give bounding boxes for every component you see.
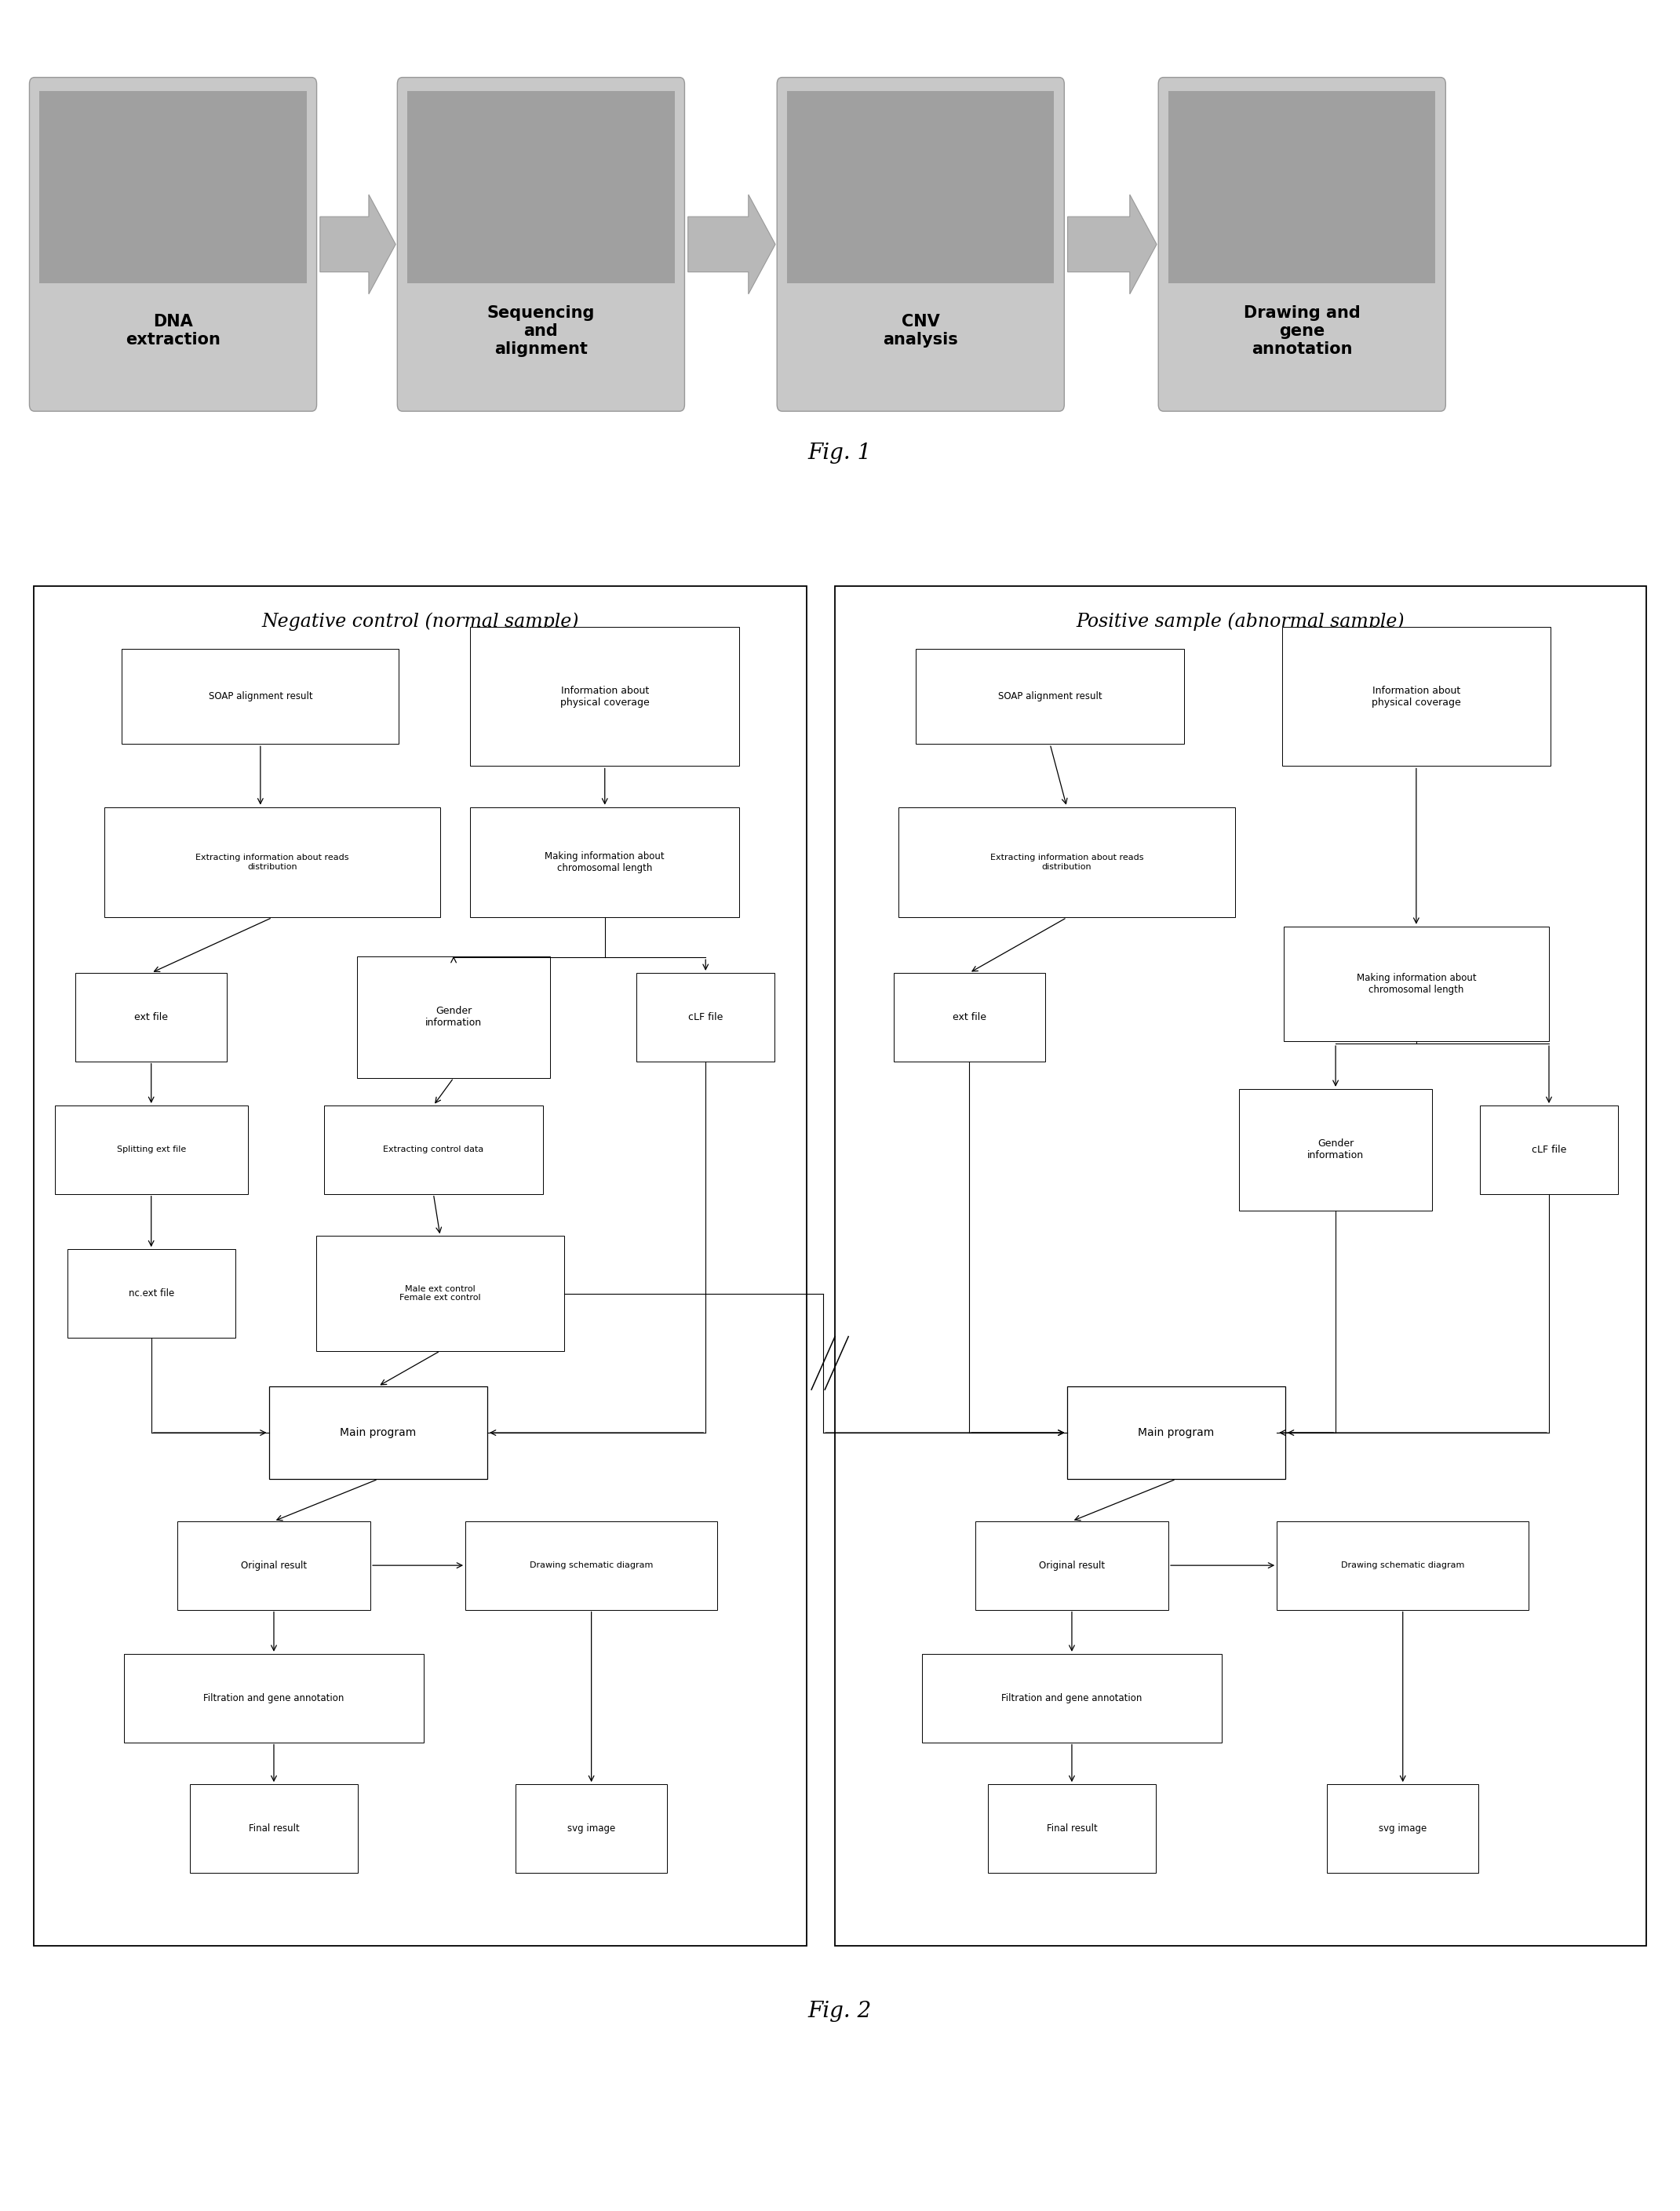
FancyBboxPatch shape [324,1106,543,1194]
FancyBboxPatch shape [470,626,739,765]
Text: Extracting information about reads
distribution: Extracting information about reads distr… [990,853,1144,871]
Text: Extracting information about reads
distribution: Extracting information about reads distr… [195,853,349,871]
FancyBboxPatch shape [104,807,440,918]
Text: Original result: Original result [240,1561,307,1570]
Text: nc.ext file: nc.ext file [128,1289,175,1298]
FancyBboxPatch shape [894,973,1045,1061]
Text: ext file: ext file [134,1013,168,1021]
Text: Making information about
chromosomal length: Making information about chromosomal len… [544,851,665,873]
FancyBboxPatch shape [1284,926,1549,1041]
FancyArrow shape [319,195,396,294]
Text: Main program: Main program [1137,1428,1215,1437]
Text: Filtration and gene annotation: Filtration and gene annotation [203,1694,344,1702]
FancyArrow shape [689,195,774,294]
FancyBboxPatch shape [121,648,398,743]
Text: CNV
analysis: CNV analysis [884,314,958,347]
FancyBboxPatch shape [76,973,227,1061]
Text: Gender
information: Gender information [1307,1139,1364,1161]
FancyBboxPatch shape [786,91,1055,283]
FancyBboxPatch shape [637,973,774,1061]
FancyBboxPatch shape [178,1521,371,1610]
FancyBboxPatch shape [776,77,1065,411]
Text: Information about
physical coverage: Information about physical coverage [1371,685,1462,708]
Text: SOAP alignment result: SOAP alignment result [208,692,312,701]
Text: Drawing and
gene
annotation: Drawing and gene annotation [1243,305,1361,356]
Text: Negative control (normal sample): Negative control (normal sample) [262,612,578,630]
FancyBboxPatch shape [39,91,306,283]
Text: Extracting control data: Extracting control data [383,1145,484,1154]
FancyBboxPatch shape [988,1784,1156,1873]
FancyBboxPatch shape [1480,1106,1618,1194]
FancyBboxPatch shape [1277,1521,1529,1610]
FancyBboxPatch shape [974,1521,1168,1610]
Text: SOAP alignment result: SOAP alignment result [998,692,1102,701]
Text: cLF file: cLF file [689,1013,722,1021]
Text: Drawing schematic diagram: Drawing schematic diagram [1341,1561,1465,1570]
Text: Fig. 2: Fig. 2 [808,2001,872,2023]
FancyBboxPatch shape [1282,626,1551,765]
Text: Fig. 1: Fig. 1 [808,442,872,464]
FancyBboxPatch shape [1168,91,1435,283]
FancyBboxPatch shape [29,77,316,411]
FancyArrow shape [1068,195,1156,294]
FancyBboxPatch shape [470,807,739,918]
FancyBboxPatch shape [1327,1784,1478,1873]
FancyBboxPatch shape [1240,1090,1431,1212]
Text: svg image: svg image [1379,1824,1426,1833]
FancyBboxPatch shape [54,1106,247,1194]
FancyBboxPatch shape [465,1521,717,1610]
FancyBboxPatch shape [899,807,1235,918]
FancyBboxPatch shape [516,1784,667,1873]
Text: Final result: Final result [249,1824,299,1833]
FancyBboxPatch shape [922,1654,1221,1742]
FancyBboxPatch shape [316,1236,564,1351]
Text: Making information about
chromosomal length: Making information about chromosomal len… [1356,973,1477,995]
FancyBboxPatch shape [190,1784,358,1873]
Text: Gender
information: Gender information [425,1006,482,1028]
Text: Sequencing
and
alignment: Sequencing and alignment [487,305,595,356]
FancyBboxPatch shape [124,1654,423,1742]
Text: Drawing schematic diagram: Drawing schematic diagram [529,1561,654,1570]
FancyBboxPatch shape [396,77,685,411]
FancyBboxPatch shape [269,1386,487,1479]
Text: DNA
extraction: DNA extraction [126,314,220,347]
FancyBboxPatch shape [356,955,551,1077]
Text: ext file: ext file [953,1013,986,1021]
FancyBboxPatch shape [407,91,674,283]
Text: Positive sample (abnormal sample): Positive sample (abnormal sample) [1077,612,1404,630]
Text: cLF file: cLF file [1532,1145,1566,1154]
Text: Information about
physical coverage: Information about physical coverage [559,685,650,708]
FancyBboxPatch shape [1158,77,1445,411]
Text: Original result: Original result [1038,1561,1105,1570]
FancyBboxPatch shape [916,648,1184,743]
Text: svg image: svg image [568,1824,615,1833]
Text: Male ext control
Female ext control: Male ext control Female ext control [400,1285,480,1302]
FancyBboxPatch shape [67,1249,235,1338]
Text: Splitting ext file: Splitting ext file [116,1145,186,1154]
Text: Main program: Main program [339,1428,417,1437]
Text: Final result: Final result [1047,1824,1097,1833]
Text: Filtration and gene annotation: Filtration and gene annotation [1001,1694,1142,1702]
FancyBboxPatch shape [1067,1386,1285,1479]
